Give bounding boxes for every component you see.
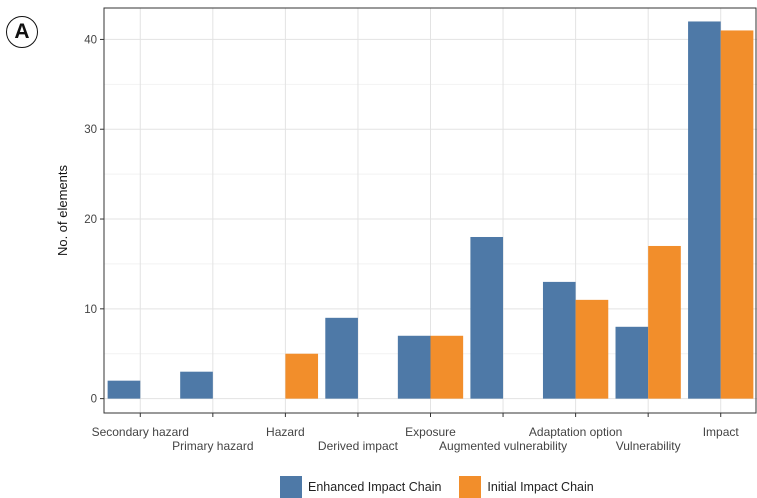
legend-label-enhanced: Enhanced Impact Chain [308,480,442,494]
x-tick-label: Derived impact [318,439,399,453]
bar-enhanced [615,326,649,399]
bar-initial [720,30,754,399]
bar-enhanced [542,281,576,399]
y-tick-label: 20 [84,214,97,226]
bar-initial [648,245,681,399]
bar-enhanced [688,21,721,399]
bar-initial [430,335,464,399]
bar-enhanced [397,335,431,399]
bar-enhanced [107,380,141,399]
y-tick-label: 10 [84,304,97,316]
legend-label-initial: Initial Impact Chain [487,480,594,494]
legend-item-initial: Initial Impact Chain [459,476,594,498]
bar-initial [285,353,319,399]
x-tick-label: Hazard [266,425,305,439]
y-tick-label: 40 [84,34,97,46]
y-axis-label: No. of elements [55,164,70,256]
x-tick-label: Exposure [405,425,456,439]
x-tick-label: Adaptation option [529,425,622,439]
bar-enhanced [180,371,213,399]
x-tick-label: Vulnerability [616,439,681,453]
x-tick-label: Impact [703,425,740,439]
legend-swatch-initial [459,476,482,498]
x-tick-label: Secondary hazard [92,425,189,439]
x-tick-label: Primary hazard [172,439,253,453]
bar-initial [575,299,609,399]
bar-enhanced [325,317,358,399]
panel-label: A [6,16,38,48]
bar-enhanced [470,236,504,399]
bars [107,21,754,399]
legend-item-enhanced: Enhanced Impact Chain [280,476,441,498]
legend: Enhanced Impact Chain Initial Impact Cha… [280,476,612,498]
legend-swatch-enhanced [280,476,302,498]
y-tick-label: 30 [84,124,97,136]
x-tick-label: Augmented vulnerability [439,439,567,453]
y-tick-label: 0 [91,394,97,406]
